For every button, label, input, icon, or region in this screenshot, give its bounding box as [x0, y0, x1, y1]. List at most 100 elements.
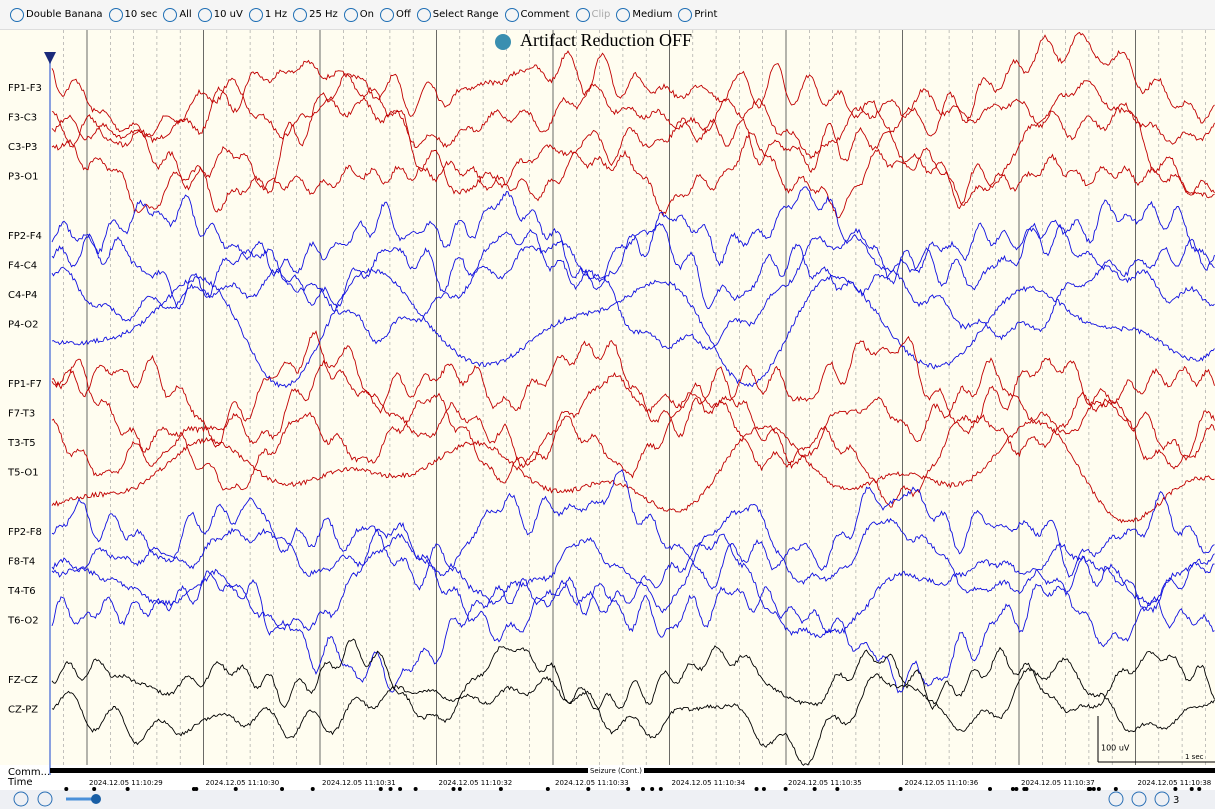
channel-label: C3-P3	[8, 142, 37, 153]
button-label: Off	[396, 9, 411, 20]
button-label: All	[179, 9, 192, 20]
eeg-trace	[51, 555, 1215, 694]
eeg-trace	[51, 73, 1215, 213]
event-dot	[451, 787, 456, 791]
toolbar: Double Banana 10 sec All 10 uV 1 Hz 25 Hz On Of…	[0, 0, 1215, 30]
eeg-trace	[51, 468, 1215, 591]
timestamp: 2024.12.05 11:10:31	[322, 779, 396, 787]
nav-next[interactable]	[1108, 791, 1124, 807]
event-dot	[457, 787, 462, 791]
icon	[616, 7, 631, 22]
event-dot	[1091, 787, 1096, 791]
timestamp: 2024.12.05 11:10:30	[206, 779, 280, 787]
page-number[interactable]: 3	[1173, 795, 1179, 806]
slider-thumb[interactable]	[91, 794, 101, 804]
event-dot	[233, 787, 238, 791]
icon	[575, 7, 590, 22]
icon	[504, 7, 519, 22]
channel-label: F7-T3	[8, 409, 35, 420]
icon	[380, 7, 395, 22]
button-label: 1 Hz	[264, 9, 288, 20]
eeg-trace	[51, 638, 1215, 724]
icon	[10, 7, 24, 22]
event-dot	[1014, 787, 1019, 791]
nav-first[interactable]	[13, 791, 29, 807]
icon	[678, 7, 693, 22]
icon	[416, 7, 431, 22]
event-dot	[545, 787, 550, 791]
eeg-trace	[51, 77, 1215, 160]
comment-label: Seizure (Cont.)	[590, 767, 642, 775]
trace-area	[0, 30, 1215, 765]
event-dot	[898, 787, 903, 791]
channel-label: T3-T5	[7, 438, 36, 449]
event-dot	[498, 787, 503, 791]
channel-label: F3-C3	[8, 113, 37, 124]
timestamp: 2024.12.05 11:10:37	[1021, 779, 1095, 787]
button-label: Print	[694, 9, 718, 20]
eeg-trace	[51, 382, 1215, 508]
event-dot	[988, 787, 993, 791]
channel-label: F8-T4	[8, 557, 35, 568]
nav-play[interactable]	[1154, 791, 1170, 807]
eeg-trace	[51, 267, 1215, 389]
icon	[163, 7, 178, 22]
scale-amplitude: 100 uV	[1101, 744, 1130, 753]
toolbar-button[interactable]: Medium	[616, 7, 672, 22]
toolbar-button[interactable]: Clip	[575, 7, 611, 22]
eeg-trace	[51, 234, 1215, 351]
artifact-icon	[495, 34, 511, 50]
eeg-trace	[51, 330, 1215, 448]
event-dot	[92, 787, 97, 791]
button-label: Clip	[591, 9, 611, 20]
toolbar-button[interactable]: 25 Hz	[293, 7, 338, 22]
event-dot	[1189, 787, 1194, 791]
button-label: On	[359, 9, 375, 20]
event-dot	[812, 787, 817, 791]
button-label: 25 Hz	[309, 9, 338, 20]
toolbar-button[interactable]: On	[343, 7, 375, 22]
row-label: Comm...	[8, 767, 50, 778]
button-label: Comment	[520, 9, 570, 20]
nav-last[interactable]	[1131, 791, 1147, 807]
timestamp: 2024.12.05 11:10:38	[1138, 779, 1212, 787]
event-dot	[310, 787, 315, 791]
nav-bar	[0, 790, 1215, 809]
channel-label: T6-O2	[7, 616, 39, 627]
icon	[248, 7, 263, 22]
toolbar-button[interactable]: Double Banana	[10, 7, 103, 22]
event-dot	[1086, 787, 1091, 791]
toolbar-button[interactable]: Comment	[504, 7, 570, 22]
channel-label: FZ-CZ	[8, 675, 38, 686]
channel-label: CZ-PZ	[8, 705, 38, 716]
event-dot	[650, 787, 655, 791]
channel-label: C4-P4	[8, 290, 37, 301]
timestamp: 2024.12.05 11:10:35	[788, 779, 862, 787]
toolbar-button[interactable]: All	[163, 7, 192, 22]
toolbar-button[interactable]: Print	[678, 7, 718, 22]
cursor-marker[interactable]	[44, 52, 56, 64]
event-dot	[64, 787, 69, 791]
event-dot	[1096, 787, 1101, 791]
nav-prev[interactable]	[37, 791, 53, 807]
timestamp: 2024.12.05 11:10:34	[672, 779, 746, 787]
toolbar-button[interactable]: Select Range	[416, 7, 499, 22]
eeg-trace	[51, 186, 1215, 291]
event-dot	[413, 787, 418, 791]
toolbar-button[interactable]: 1 Hz	[248, 7, 288, 22]
icon	[108, 7, 123, 22]
scale-time: 1 sec	[1185, 753, 1204, 761]
button-label: 10 sec	[124, 9, 158, 20]
toolbar-button[interactable]: 10 uV	[197, 7, 243, 22]
event-dot	[398, 787, 403, 791]
toolbar-button[interactable]: Off	[380, 7, 411, 22]
toolbar-button[interactable]: 10 sec	[108, 7, 158, 22]
event-dot	[586, 787, 591, 791]
event-dot	[378, 787, 383, 791]
timestamp: 2024.12.05 11:10:32	[439, 779, 513, 787]
eeg-trace	[51, 345, 1215, 469]
channel-label: FP2-F4	[8, 231, 42, 242]
channel-label: F4-C4	[8, 261, 37, 272]
row-label: Time	[7, 777, 32, 788]
event-dot	[388, 787, 393, 791]
